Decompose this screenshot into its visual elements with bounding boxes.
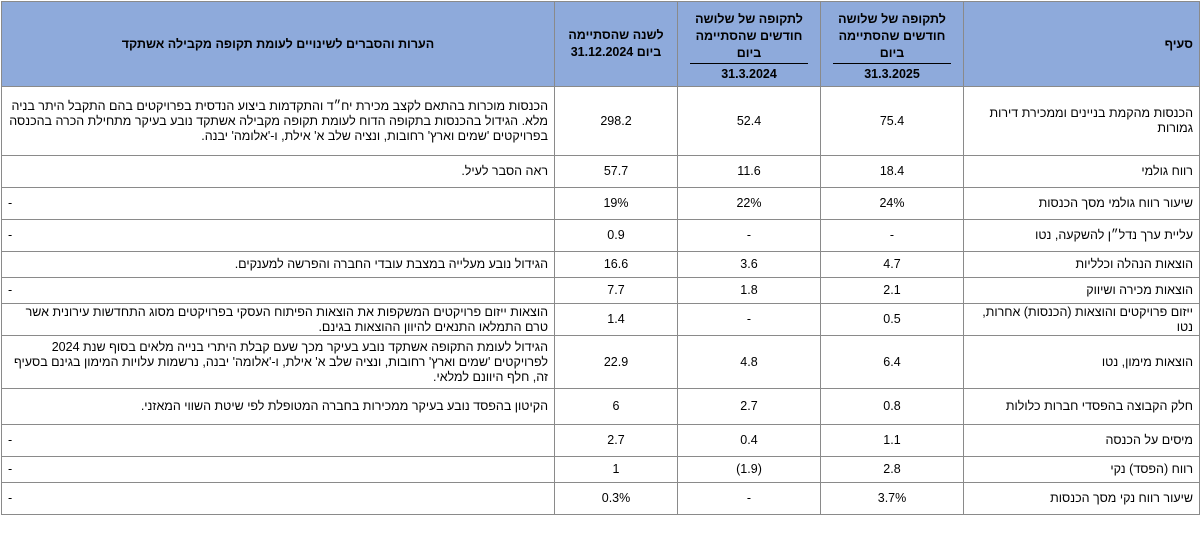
row-notes: -: [1, 219, 555, 252]
header-q2025-date: 31.3.2025: [833, 62, 951, 82]
table-row: ייזום פרויקטים והוצאות (הכנסות) אחרות, נ…: [1, 303, 1200, 336]
row-section: עליית ערך נדל״ן להשקעה, נטו: [963, 219, 1200, 252]
row-section: הוצאות מכירה ושיווק: [963, 277, 1200, 304]
table-row: רווח (הפסד) נקי 2.8 (1.9) 1 -: [1, 456, 1200, 483]
row-section: הכנסות מהקמת בניינים וממכירת דירות גמורו…: [963, 86, 1200, 156]
row-q2025: 4.7: [820, 251, 964, 278]
row-notes: ראה הסבר לעיל.: [1, 155, 555, 188]
row-q2024: 1.8: [677, 277, 821, 304]
row-q2025: 18.4: [820, 155, 964, 188]
row-section: הוצאות מימון, נטו: [963, 335, 1200, 389]
row-year: 2.7: [554, 424, 678, 457]
table-row: מיסים על הכנסה 1.1 0.4 2.7 -: [1, 424, 1200, 457]
row-section: מיסים על הכנסה: [963, 424, 1200, 457]
row-notes: -: [1, 424, 555, 457]
row-year: 22.9: [554, 335, 678, 389]
row-year: 1.4: [554, 303, 678, 336]
row-q2025: 24%: [820, 187, 964, 220]
header-year: לשנה שהסתיימה ביום 31.12.2024: [554, 1, 678, 87]
row-notes: -: [1, 456, 555, 483]
row-q2024: -: [677, 482, 821, 515]
row-year: 7.7: [554, 277, 678, 304]
row-notes: -: [1, 482, 555, 515]
row-year: 1: [554, 456, 678, 483]
row-year: 57.7: [554, 155, 678, 188]
row-year: 298.2: [554, 86, 678, 156]
table-row: הכנסות מהקמת בניינים וממכירת דירות גמורו…: [1, 86, 1200, 156]
row-section: שיעור רווח גולמי מסך הכנסות: [963, 187, 1200, 220]
table-row: הוצאות מכירה ושיווק 2.1 1.8 7.7 -: [1, 277, 1200, 304]
header-notes: הערות והסברים לשינויים לעומת תקופה מקביל…: [1, 1, 555, 87]
row-q2025: 2.8: [820, 456, 964, 483]
row-q2024: 52.4: [677, 86, 821, 156]
row-q2025: 6.4: [820, 335, 964, 389]
row-notes: הגידול לעומת התקופה אשתקד נובע בעיקר מכך…: [1, 335, 555, 389]
row-year: 16.6: [554, 251, 678, 278]
header-q2024-date: 31.3.2024: [690, 62, 808, 82]
row-section: שיעור רווח נקי מסך הכנסות: [963, 482, 1200, 515]
row-q2024: 22%: [677, 187, 821, 220]
row-notes: -: [1, 187, 555, 220]
row-q2024: -: [677, 303, 821, 336]
row-q2024: 3.6: [677, 251, 821, 278]
table-row: הוצאות מימון, נטו 6.4 4.8 22.9 הגידול לע…: [1, 335, 1200, 389]
row-q2025: 75.4: [820, 86, 964, 156]
header-q2024: לתקופה של שלושה חודשים שהסתיימה ביום 31.…: [677, 1, 821, 87]
row-q2025: 0.5: [820, 303, 964, 336]
table-row: עליית ערך נדל״ן להשקעה, נטו - - 0.9 -: [1, 219, 1200, 252]
row-year: 0.3%: [554, 482, 678, 515]
row-q2024: (1.9): [677, 456, 821, 483]
header-q2025: לתקופה של שלושה חודשים שהסתיימה ביום 31.…: [820, 1, 964, 87]
financial-results-table: סעיף לתקופה של שלושה חודשים שהסתיימה ביו…: [1, 1, 1200, 515]
row-notes: הוצאות ייזום פרויקטים המשקפות את הוצאות …: [1, 303, 555, 336]
row-section: רווח (הפסד) נקי: [963, 456, 1200, 483]
table-row: רווח גולמי 18.4 11.6 57.7 ראה הסבר לעיל.: [1, 155, 1200, 188]
row-notes: הכנסות מוכרות בהתאם לקצב מכירת יח״ד והתק…: [1, 86, 555, 156]
header-q2025-label: לתקופה של שלושה חודשים שהסתיימה ביום: [838, 11, 946, 60]
row-notes: -: [1, 277, 555, 304]
table-row: הוצאות הנהלה וכלליות 4.7 3.6 16.6 הגידול…: [1, 251, 1200, 278]
row-q2025: 1.1: [820, 424, 964, 457]
row-q2024: 0.4: [677, 424, 821, 457]
row-q2025: -: [820, 219, 964, 252]
row-notes: הגידול נובע מעלייה במצבת עובדי החברה והפ…: [1, 251, 555, 278]
table-row: חלק הקבוצה בהפסדי חברות כלולות 0.8 2.7 6…: [1, 388, 1200, 425]
row-year: 19%: [554, 187, 678, 220]
row-notes: הקיטון בהפסד נובע בעיקר ממכירות בחברה המ…: [1, 388, 555, 425]
table-row: שיעור רווח גולמי מסך הכנסות 24% 22% 19% …: [1, 187, 1200, 220]
row-q2024: 11.6: [677, 155, 821, 188]
row-section: חלק הקבוצה בהפסדי חברות כלולות: [963, 388, 1200, 425]
row-q2024: 4.8: [677, 335, 821, 389]
row-section: ייזום פרויקטים והוצאות (הכנסות) אחרות, נ…: [963, 303, 1200, 336]
header-q2024-label: לתקופה של שלושה חודשים שהסתיימה ביום: [695, 11, 803, 60]
header-row: סעיף לתקופה של שלושה חודשים שהסתיימה ביו…: [1, 1, 1200, 87]
table-row: שיעור רווח נקי מסך הכנסות 3.7% - 0.3% -: [1, 482, 1200, 515]
row-year: 6: [554, 388, 678, 425]
row-q2025: 3.7%: [820, 482, 964, 515]
row-q2025: 0.8: [820, 388, 964, 425]
row-year: 0.9: [554, 219, 678, 252]
row-q2024: 2.7: [677, 388, 821, 425]
row-section: הוצאות הנהלה וכלליות: [963, 251, 1200, 278]
row-q2024: -: [677, 219, 821, 252]
header-section: סעיף: [963, 1, 1200, 87]
row-section: רווח גולמי: [963, 155, 1200, 188]
row-q2025: 2.1: [820, 277, 964, 304]
